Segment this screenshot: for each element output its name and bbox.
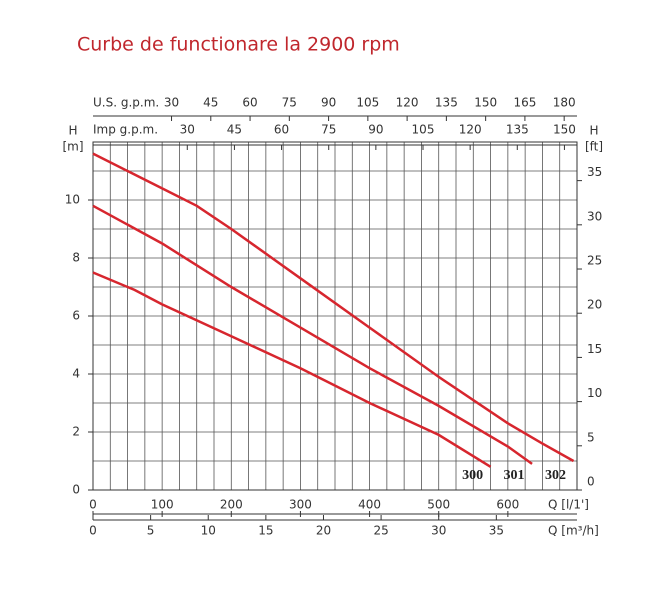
axis-label: U.S. g.p.m. [93,96,159,110]
curve [92,204,533,465]
y2-tick-label: 15 [587,342,602,356]
tick-label: 30 [164,96,179,110]
curve-label: 301 [504,468,525,483]
y-tick-label: 8 [72,251,80,265]
tick-label: 60 [274,123,289,137]
y-tick-label: 4 [72,367,80,381]
tick-label: 15 [258,524,273,538]
tick-label: 25 [373,524,388,538]
tick-label: 90 [321,96,336,110]
tick-label: 120 [459,123,482,137]
y2-tick-label: 10 [587,386,602,400]
curve-label: 300 [462,468,483,483]
tick-label: 150 [474,96,497,110]
tick-label: 105 [356,96,379,110]
tick-label: 45 [203,96,218,110]
tick-label: 60 [242,96,257,110]
y2-tick-label: 30 [587,209,602,223]
tick-label: 20 [316,524,331,538]
x-label: Q [l/1'] [548,498,589,512]
x-tick-label: 100 [151,498,174,512]
tick-label: 150 [553,123,576,137]
tick-label: 0 [89,524,97,538]
tick-label: 165 [513,96,536,110]
y2-tick-label: 5 [587,430,595,444]
curve-label: 302 [545,468,566,483]
y-label: H [68,124,77,138]
tick-label: 135 [435,96,458,110]
tick-label: 75 [282,96,297,110]
y-tick-label: 2 [72,425,80,439]
tick-label: 10 [201,524,216,538]
tick-label: 35 [489,524,504,538]
y2-label: H [589,124,598,138]
y2-tick-label: 20 [587,298,602,312]
tick-label: 180 [553,96,576,110]
curve [92,271,492,468]
tick-label: 5 [147,524,155,538]
x-tick-label: 200 [220,498,243,512]
x-tick-label: 300 [289,498,312,512]
plot-frame [92,141,578,491]
tick-label: 90 [368,123,383,137]
x-tick-label: 400 [358,498,381,512]
tick-label: 120 [396,96,419,110]
y-unit: [m] [62,140,83,154]
chart-title: Curbe de functionare la 2900 rpm [77,34,400,56]
tick-label: 30 [180,123,195,137]
y2-tick-label: 25 [587,254,602,268]
y2-unit: [ft] [585,140,603,154]
x-tick-label: 600 [496,498,519,512]
tick-label: 135 [506,123,529,137]
y-tick-label: 10 [65,193,80,207]
x-tick-label: 500 [427,498,450,512]
axis-label: Q [m³/h] [548,524,599,538]
y-tick-label: 6 [72,309,80,323]
tick-label: 30 [431,524,446,538]
tick-label: 45 [227,123,242,137]
tick-label: 75 [321,123,336,137]
y2-tick-label: 35 [587,165,602,179]
tick-label: 105 [412,123,435,137]
y-tick-label: 0 [72,483,80,497]
axis-label: Imp g.p.m. [93,123,158,137]
x-tick-label: 0 [89,498,97,512]
curve [92,152,575,463]
y2-tick-label: 0 [587,475,595,489]
